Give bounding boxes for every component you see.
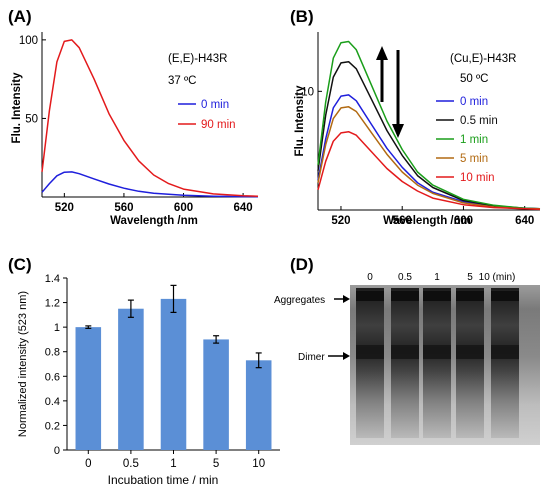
gel-lane-0 bbox=[356, 288, 384, 438]
aggregate-band-2 bbox=[423, 291, 451, 301]
legend-label-0: 0 min bbox=[460, 96, 488, 108]
x-tick-label: 560 bbox=[114, 202, 133, 214]
y-tick-label: 1.2 bbox=[45, 298, 60, 310]
aggregate-band-0 bbox=[356, 291, 384, 301]
annotation-sample: (Cu,E)-H43R bbox=[450, 53, 516, 65]
y-tick-label: 50 bbox=[25, 113, 38, 125]
panel-label: (C) bbox=[8, 255, 32, 274]
x-axis-label: Wavelength /nm bbox=[383, 215, 471, 227]
legend-label-1: 90 min bbox=[201, 119, 236, 131]
dimer-band-0 bbox=[356, 345, 384, 359]
lane-label-0: 0 bbox=[367, 272, 373, 283]
y-tick-label: 1.4 bbox=[45, 273, 60, 285]
series-line-1 bbox=[41, 39, 259, 197]
dimer-band-3 bbox=[456, 345, 484, 359]
x-tick-label: 1 bbox=[170, 458, 176, 470]
legend-item: 90 min bbox=[178, 119, 236, 131]
gel-lane-2 bbox=[423, 288, 451, 438]
series-line-2 bbox=[317, 40, 541, 210]
dimer-band-4 bbox=[491, 345, 519, 359]
y-tick-label: 0 bbox=[54, 445, 60, 457]
bar-2 bbox=[160, 298, 187, 450]
y-axis-label: Flu. Intensity bbox=[294, 85, 306, 157]
lane-label-4: 10 (min) bbox=[479, 272, 516, 283]
x-tick-label: 10 bbox=[252, 458, 265, 470]
x-axis-label: Wavelength /nm bbox=[110, 215, 198, 227]
annotation-temperature: 50 ºC bbox=[460, 73, 489, 85]
y-tick-label: 0.2 bbox=[45, 420, 60, 432]
series-line-4 bbox=[317, 130, 541, 211]
y-tick-label: 100 bbox=[19, 35, 38, 47]
y-tick-label: 0.6 bbox=[45, 371, 60, 383]
gel-lane-3 bbox=[456, 288, 484, 438]
dimer-band-2 bbox=[423, 345, 451, 359]
down-arrow bbox=[392, 50, 404, 138]
legend-item: 0 min bbox=[178, 99, 229, 111]
x-tick-label: 0.5 bbox=[123, 458, 139, 470]
x-axis-label: Incubation time / min bbox=[108, 473, 219, 487]
x-tick-label: 520 bbox=[331, 215, 350, 227]
up-arrow bbox=[376, 46, 388, 102]
dimer-band-1 bbox=[391, 345, 419, 359]
aggregate-band-3 bbox=[456, 291, 484, 301]
bar-1 bbox=[118, 308, 144, 450]
legend-label-1: 0.5 min bbox=[460, 115, 498, 127]
series-line-3 bbox=[317, 106, 540, 210]
x-tick-label: 0 bbox=[85, 458, 91, 470]
lane-label-1: 0.5 bbox=[398, 272, 412, 283]
legend-label-4: 10 min bbox=[460, 172, 495, 184]
y-tick-label: 1 bbox=[54, 322, 60, 334]
series-line-0 bbox=[41, 171, 259, 198]
panel-label: (B) bbox=[290, 7, 314, 26]
band-label-aggregates: Aggregates bbox=[274, 295, 325, 306]
y-axis-label: Normalized intensity (523 nm) bbox=[17, 291, 29, 437]
gel-lane-1 bbox=[391, 288, 419, 438]
series-line-0 bbox=[317, 94, 541, 210]
arrow-dimer-head bbox=[343, 352, 350, 360]
legend-label-0: 0 min bbox=[201, 99, 229, 111]
legend-item: 1 min bbox=[436, 134, 488, 146]
legend-item: 5 min bbox=[436, 153, 488, 165]
x-tick-label: 560 bbox=[393, 215, 412, 227]
y-tick-label: 0.4 bbox=[45, 396, 60, 408]
legend-label-2: 1 min bbox=[460, 134, 488, 146]
y-axis-label: Flu. Intensity bbox=[11, 72, 23, 144]
y-tick-label: 10 bbox=[301, 86, 314, 98]
bar-4 bbox=[245, 360, 272, 450]
y-tick-label: 0.8 bbox=[45, 347, 60, 359]
legend-item: 0.5 min bbox=[436, 115, 498, 127]
band-label-dimer: Dimer bbox=[298, 352, 325, 363]
legend-item: 0 min bbox=[436, 96, 488, 108]
arrow-aggregates-head bbox=[343, 295, 350, 303]
x-tick-label: 5 bbox=[213, 458, 219, 470]
bar-3 bbox=[203, 339, 229, 450]
x-tick-label: 640 bbox=[515, 215, 534, 227]
annotation-temperature: 37 ºC bbox=[168, 75, 197, 87]
aggregate-band-4 bbox=[491, 291, 519, 301]
x-tick-label: 600 bbox=[454, 215, 473, 227]
lane-label-2: 1 bbox=[434, 272, 440, 283]
gel-lane-4 bbox=[491, 288, 519, 438]
legend-item: 10 min bbox=[436, 172, 495, 184]
panel-label: (A) bbox=[8, 7, 32, 26]
annotation-sample: (E,E)-H43R bbox=[168, 53, 227, 65]
panel-label: (D) bbox=[290, 255, 314, 274]
panel-d: (D) 0 0.5 1 5 10 (min) Aggregates Dimer bbox=[274, 255, 540, 445]
legend-label-3: 5 min bbox=[460, 153, 488, 165]
panel-c: (C) Normalized intensity (523 nm) Incuba… bbox=[8, 255, 280, 487]
x-tick-label: 600 bbox=[174, 202, 193, 214]
legend: 0 min 90 min bbox=[178, 99, 236, 131]
panel-b: (B) Flu. Intensity Wavelength /nm (Cu,E)… bbox=[290, 7, 541, 227]
bar-0 bbox=[75, 327, 102, 450]
legend: 0 min 0.5 min 1 min 5 min 10 min bbox=[436, 96, 498, 184]
series-line-1 bbox=[317, 60, 541, 210]
lane-label-3: 5 bbox=[467, 272, 473, 283]
aggregate-band-1 bbox=[391, 291, 419, 301]
x-tick-label: 520 bbox=[55, 202, 74, 214]
x-tick-label: 640 bbox=[234, 202, 253, 214]
panel-a: (A) Flu. Intensity Wavelength /nm (E,E)-… bbox=[8, 7, 259, 227]
